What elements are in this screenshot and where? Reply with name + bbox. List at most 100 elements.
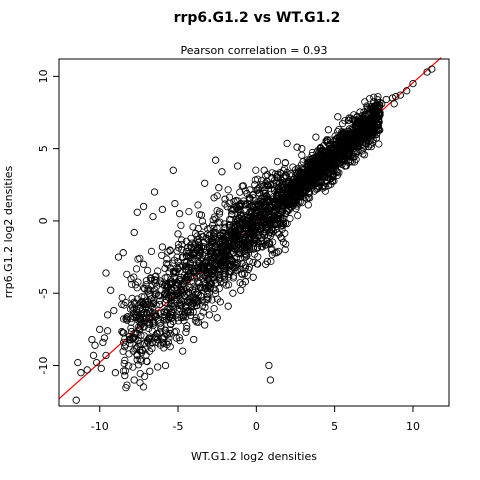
data-point xyxy=(187,264,195,273)
data-point xyxy=(263,192,271,201)
dense-cloud-layer xyxy=(118,93,384,392)
data-point xyxy=(114,253,123,261)
data-point xyxy=(173,334,181,342)
data-point xyxy=(304,163,312,171)
data-point xyxy=(136,254,144,262)
data-point xyxy=(345,114,353,122)
data-point xyxy=(203,268,211,276)
data-point xyxy=(183,298,191,306)
data-point xyxy=(183,324,191,333)
data-point xyxy=(311,157,319,165)
x-axis-label: WT.G1.2 log2 densities xyxy=(191,450,317,463)
data-point xyxy=(390,100,398,108)
data-point xyxy=(97,364,105,373)
data-point xyxy=(204,263,213,271)
data-point xyxy=(203,234,211,243)
data-point xyxy=(342,138,350,146)
data-point xyxy=(224,302,232,310)
data-point xyxy=(214,219,222,227)
data-point xyxy=(189,256,197,264)
data-point xyxy=(228,210,236,218)
data-point xyxy=(292,194,300,202)
data-point xyxy=(130,330,138,338)
data-point xyxy=(165,334,173,342)
data-point xyxy=(428,65,436,73)
data-point xyxy=(194,318,202,326)
data-point xyxy=(221,200,229,208)
data-point xyxy=(308,148,316,157)
data-point xyxy=(165,279,173,287)
x-tick-label: 0 xyxy=(253,420,260,433)
data-point xyxy=(143,357,151,366)
data-point xyxy=(149,212,157,221)
data-point xyxy=(333,159,341,167)
data-point xyxy=(375,125,383,134)
data-point xyxy=(263,257,271,266)
data-point xyxy=(229,230,237,238)
data-point xyxy=(183,304,191,312)
data-point xyxy=(247,202,255,210)
data-point xyxy=(219,235,227,243)
data-point xyxy=(213,192,221,200)
data-point xyxy=(206,262,214,270)
data-point xyxy=(158,243,167,251)
data-point xyxy=(159,313,167,321)
data-point xyxy=(125,350,133,358)
data-point xyxy=(168,259,177,267)
data-point xyxy=(325,158,334,166)
data-point xyxy=(168,279,176,288)
data-point xyxy=(255,189,264,197)
data-point xyxy=(304,201,312,209)
data-point xyxy=(269,220,277,228)
data-point xyxy=(185,288,193,296)
data-point xyxy=(128,280,136,288)
data-point xyxy=(279,238,287,246)
data-point xyxy=(252,166,260,174)
data-point xyxy=(300,191,308,199)
data-point xyxy=(123,315,131,323)
data-point xyxy=(360,119,368,127)
data-point xyxy=(243,271,251,279)
data-point xyxy=(278,225,286,234)
data-point xyxy=(225,273,233,281)
data-point xyxy=(283,139,291,147)
data-point xyxy=(147,295,155,303)
data-point xyxy=(190,335,198,344)
data-point xyxy=(354,143,362,151)
data-point xyxy=(268,169,276,177)
data-point xyxy=(170,291,178,299)
data-point xyxy=(137,331,145,339)
data-point xyxy=(168,292,176,300)
data-point xyxy=(175,244,183,252)
data-point xyxy=(121,371,129,380)
data-point xyxy=(210,213,219,221)
data-point xyxy=(161,361,170,370)
data-point xyxy=(167,276,175,284)
data-point xyxy=(144,337,152,345)
data-point xyxy=(287,188,295,197)
data-point xyxy=(182,273,190,281)
data-point xyxy=(163,330,171,338)
data-point xyxy=(140,332,148,340)
data-point xyxy=(157,324,165,332)
data-point xyxy=(371,103,379,111)
data-point xyxy=(222,246,231,254)
data-point xyxy=(249,258,257,267)
data-point xyxy=(175,334,183,342)
data-point xyxy=(265,361,273,370)
data-point xyxy=(245,231,253,239)
data-point xyxy=(375,101,383,109)
data-point xyxy=(294,212,302,220)
data-point xyxy=(127,305,135,313)
data-point xyxy=(283,168,291,177)
data-point xyxy=(237,286,245,294)
data-point xyxy=(174,230,182,238)
data-point xyxy=(151,286,159,294)
data-point xyxy=(142,277,150,285)
data-point xyxy=(119,328,127,337)
data-point xyxy=(212,249,220,258)
data-point xyxy=(187,273,195,281)
data-point xyxy=(148,327,156,335)
data-point xyxy=(134,337,142,345)
data-point xyxy=(233,266,241,274)
